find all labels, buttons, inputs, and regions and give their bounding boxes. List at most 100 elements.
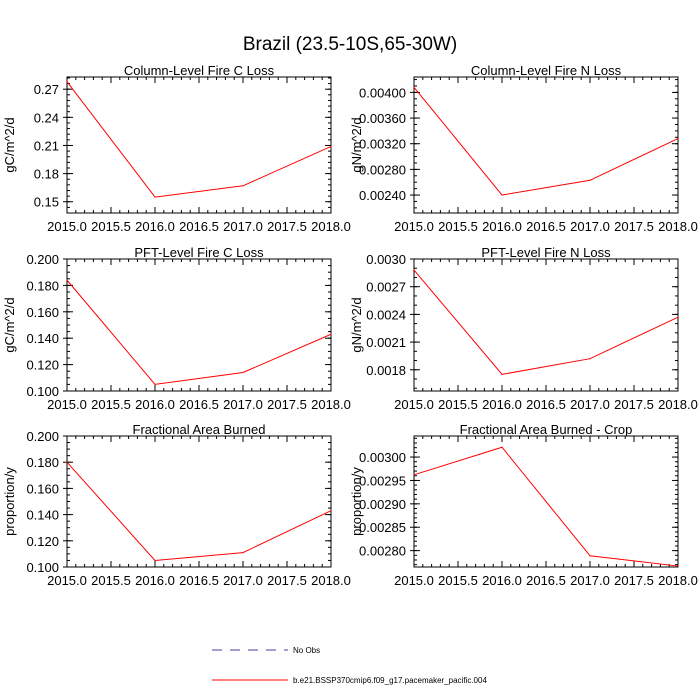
x-tick-label: 2016.0 [135, 219, 175, 234]
plot-frame [66, 76, 332, 214]
x-tick-label: 2017.0 [223, 573, 263, 588]
x-tick-label: 2015.0 [394, 397, 434, 412]
y-axis-label: gN/m^2/d [349, 297, 364, 352]
series-line-1 [66, 461, 332, 561]
data-point [589, 555, 591, 557]
legend-label-no-obs: No Obs [293, 646, 320, 655]
x-tick-label: 2017.0 [570, 397, 610, 412]
data-point [242, 185, 244, 187]
y-tick-label: 0.00280 [359, 162, 406, 177]
y-tick-label: 0.120 [26, 534, 59, 549]
y-tick-label: 0.0021 [366, 335, 406, 350]
panel-title: Fractional Area Burned - Crop [460, 422, 633, 437]
x-tick-label: 2018.0 [311, 397, 351, 412]
x-tick-label: 2016.5 [179, 219, 219, 234]
x-tick-label: 2018.0 [311, 573, 351, 588]
x-tick-label: 2017.5 [267, 573, 307, 588]
x-tick-label: 2015.5 [91, 397, 131, 412]
data-point [589, 358, 591, 360]
panel-1: Column-Level Fire C Loss gC/m^2/d 2015.0 20… [2, 63, 351, 234]
series-line-1 [413, 86, 679, 196]
data-point [66, 279, 68, 281]
y-tick-label: 0.160 [26, 481, 59, 496]
data-point [154, 559, 156, 562]
x-tick-label: 2018.0 [658, 219, 698, 234]
data-point [501, 194, 503, 196]
y-tick-label: 0.00400 [359, 85, 406, 100]
x-tick-label: 2016.0 [135, 397, 175, 412]
x-tick-label: 2015.5 [438, 573, 478, 588]
y-tick-label: 0.0018 [366, 363, 406, 378]
x-tick-label: 2016.5 [526, 219, 566, 234]
y-tick-label: 0.18 [34, 167, 59, 182]
y-tick-label: 0.24 [34, 110, 59, 125]
plot-frame [413, 258, 679, 392]
plot-frame [413, 76, 679, 214]
y-tick-label: 0.00295 [359, 473, 406, 488]
x-tick-label: 2015.5 [438, 219, 478, 234]
panel-title: Column-Level Fire N Loss [471, 63, 622, 78]
y-tick-label: 0.0024 [366, 307, 406, 322]
x-tick-label: 2017.0 [223, 397, 263, 412]
y-axis-label: proportion/y [2, 467, 17, 536]
y-tick-label: 0.21 [34, 138, 59, 153]
x-tick-label: 2015.0 [47, 219, 87, 234]
x-tick-label: 2015.0 [47, 573, 87, 588]
y-tick-label: 0.0027 [366, 280, 406, 295]
x-tick-label: 2015.0 [394, 573, 434, 588]
y-axis-label: gC/m^2/d [2, 117, 17, 172]
x-tick-label: 2015.5 [91, 573, 131, 588]
series-line-1 [66, 279, 332, 385]
y-tick-label: 0.120 [26, 358, 59, 373]
panels: Column-Level Fire C Loss gC/m^2/d 2015.0 20… [2, 63, 698, 588]
x-tick-label: 2016.5 [526, 397, 566, 412]
series-line-1 [413, 269, 679, 375]
data-point [413, 86, 415, 88]
series-line-1 [413, 446, 679, 567]
x-tick-label: 2017.5 [614, 573, 654, 588]
y-tick-label: 0.00360 [359, 111, 406, 126]
x-tick-label: 2018.0 [658, 397, 698, 412]
y-tick-label: 0.00280 [359, 544, 406, 559]
data-point [677, 316, 679, 318]
x-tick-label: 2016.5 [179, 397, 219, 412]
data-point [242, 551, 244, 554]
panel-3: PFT-Level Fire C Loss gC/m^2/d 2015.0 2015.… [2, 245, 351, 412]
data-point [66, 461, 68, 463]
x-tick-label: 2017.0 [570, 573, 610, 588]
data-point [589, 179, 591, 181]
legend: No Obs b.e21.BSSP370cmip6.f09_g17.pacema… [212, 646, 487, 685]
x-tick-label: 2016.5 [179, 573, 219, 588]
y-tick-label: 0.00240 [359, 188, 406, 203]
x-tick-label: 2017.0 [570, 219, 610, 234]
y-tick-label: 0.160 [26, 305, 59, 320]
plot-frame [66, 258, 332, 392]
legend-label-run: b.e21.BSSP370cmip6.f09_g17.pacemaker_pac… [293, 676, 487, 685]
x-tick-label: 2015.0 [47, 397, 87, 412]
data-point [330, 145, 332, 148]
x-tick-label: 2015.0 [394, 219, 434, 234]
data-point [501, 373, 503, 375]
panel-title: PFT-Level Fire N Loss [481, 245, 611, 260]
y-tick-label: 0.0030 [366, 252, 406, 267]
x-tick-label: 2018.0 [311, 219, 351, 234]
y-tick-label: 0.140 [26, 508, 59, 523]
x-tick-label: 2018.0 [658, 573, 698, 588]
data-point [677, 565, 679, 567]
y-tick-label: 0.15 [34, 195, 59, 210]
data-point [330, 333, 332, 335]
x-tick-label: 2016.0 [135, 573, 175, 588]
x-tick-label: 2016.5 [526, 573, 566, 588]
y-tick-label: 0.00320 [359, 137, 406, 152]
y-axis-label: gN/m^2/d [349, 117, 364, 172]
panel-5: Fractional Area Burned proportion/y 2015.0… [2, 422, 351, 588]
y-tick-label: 0.00285 [359, 520, 406, 535]
data-point [242, 371, 244, 374]
series-line-1 [66, 81, 332, 198]
x-tick-label: 2017.5 [614, 219, 654, 234]
data-point [413, 474, 415, 476]
data-point [154, 383, 156, 385]
data-point [330, 510, 332, 512]
panel-2: Column-Level Fire N Loss gN/m^2/d 2015.0 20… [349, 63, 698, 234]
